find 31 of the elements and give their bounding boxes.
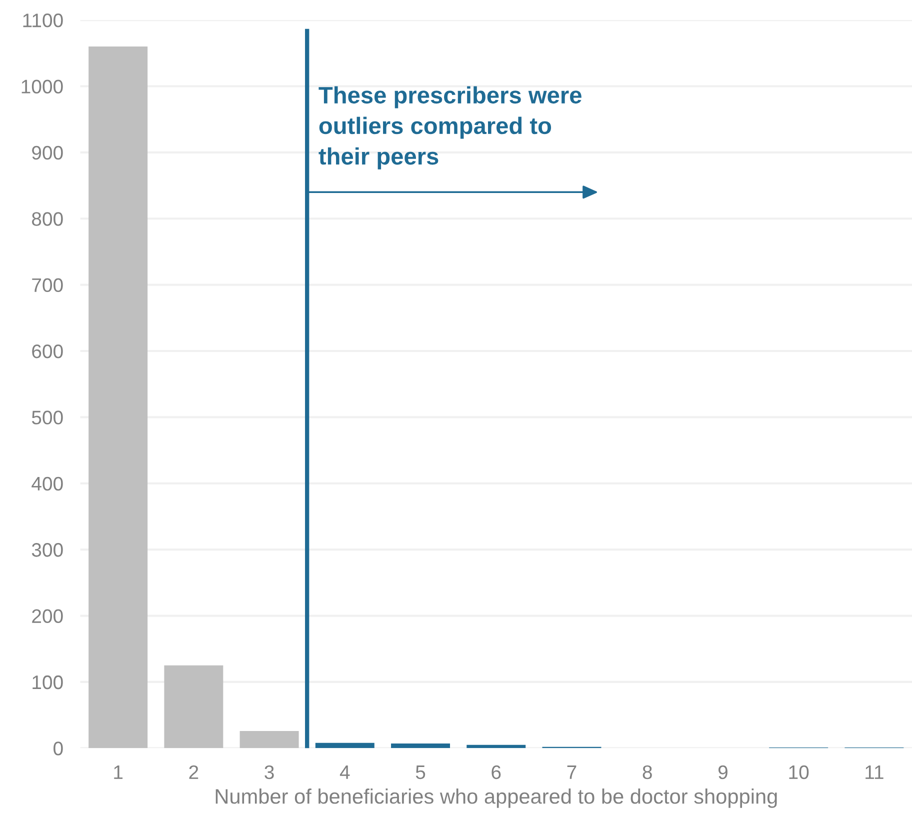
bar: [240, 730, 299, 748]
bar: [466, 744, 526, 748]
x-tick-label: 11: [866, 766, 884, 779]
y-tick-label: 1000: [22, 80, 63, 94]
y-tick-label: 600: [32, 344, 63, 358]
x-tick-label: 4: [340, 766, 350, 779]
y-tick-label: 500: [32, 410, 63, 424]
bar: [391, 744, 450, 748]
y-tick-label: 100: [32, 675, 63, 690]
x-tick-label: 6: [492, 765, 501, 780]
y-tick-label: 200: [32, 609, 63, 624]
x-tick-label: 9: [718, 765, 728, 780]
x-tick-label: 8: [642, 765, 652, 780]
x-tick-label: 7: [567, 766, 576, 779]
x-axis-title: Number of beneficiaries who appeared to be doctor shopping: [216, 788, 777, 808]
y-tick-label: 0: [54, 742, 63, 756]
x-tick-label: 3: [264, 765, 274, 780]
annotation: These prescribers were outliers compared to their peers: [318, 86, 582, 170]
y-tick-label: 1100: [23, 14, 63, 28]
y-tick-label: 800: [32, 212, 63, 226]
y-tick-label: 700: [32, 278, 63, 292]
bar: [164, 665, 224, 748]
y-tick-label: 400: [32, 476, 63, 491]
x-tick-label: 2: [189, 765, 198, 779]
bar: [315, 742, 374, 748]
x-tick-label: 1: [114, 766, 123, 779]
y-tick-label: 300: [32, 543, 63, 557]
bar: [88, 46, 148, 748]
x-tick-label: 5: [416, 766, 426, 780]
y-tick-label: 900: [32, 146, 63, 160]
x-tick-label: 10: [789, 765, 809, 780]
